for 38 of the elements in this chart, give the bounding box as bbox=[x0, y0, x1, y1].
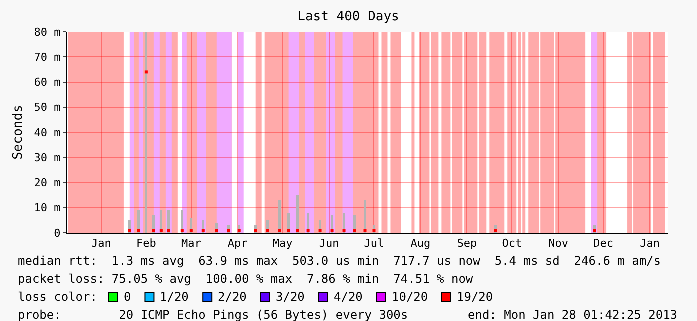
y-tick-label: 40 m bbox=[34, 126, 62, 140]
legend-label: 4/20 bbox=[334, 290, 363, 304]
text: end: Mon Jan 28 01:42:25 2013 bbox=[468, 308, 678, 321]
y-tick-label: 10 m bbox=[34, 202, 62, 215]
x-tick-label: Aug bbox=[410, 237, 431, 250]
y-tick-label: 20 m bbox=[34, 176, 62, 190]
y-axis-title: Seconds bbox=[11, 105, 26, 160]
legend-label: 19/20 bbox=[457, 290, 494, 304]
y-tick-label: 50 m bbox=[34, 101, 62, 114]
legend-label: 3/20 bbox=[276, 290, 305, 304]
legend-label: 10/20 bbox=[392, 290, 428, 304]
x-tick-label: Apr bbox=[228, 237, 248, 250]
x-tick-label: Jun bbox=[319, 237, 340, 250]
x-tick-label: Feb bbox=[136, 237, 156, 250]
y-tick-label: 70 m bbox=[34, 50, 62, 64]
x-tick-label: Jan bbox=[92, 237, 112, 250]
x-tick-label: Sep bbox=[457, 237, 478, 250]
legend-label: 1/20 bbox=[160, 290, 189, 304]
legend-label: 2/20 bbox=[218, 290, 247, 304]
bar bbox=[364, 200, 366, 233]
chart-title: Last 400 Days bbox=[298, 10, 400, 25]
x-tick-label: Oct bbox=[502, 237, 522, 250]
x-tick-label: Jul bbox=[364, 237, 384, 250]
text: packet loss: 75.05 % avg 100.00 % max 7.86 % min 74.51 % now bbox=[18, 272, 474, 286]
y-tick-label: 30 m bbox=[34, 151, 62, 164]
y-tick-label: 0 bbox=[54, 226, 61, 240]
x-tick-label: Nov bbox=[548, 237, 569, 250]
text: median rtt: 1.3 ms avg 63.9 ms max 503.0 us min 717.7 us now 5.4 ms sd 246.6 m am/s bbox=[18, 254, 661, 268]
x-tick-label: Dec bbox=[594, 237, 614, 250]
bar bbox=[296, 195, 299, 233]
x-tick-label: May bbox=[272, 237, 294, 250]
legend-title: loss color: bbox=[18, 290, 98, 304]
legend-label: 0 bbox=[124, 290, 132, 304]
x-tick-label: Jan bbox=[640, 237, 660, 250]
y-tick-label: 80 m bbox=[34, 26, 62, 39]
bar bbox=[278, 200, 281, 233]
x-tick-label: Mar bbox=[181, 237, 202, 250]
y-tick-label: 60 m bbox=[34, 76, 62, 90]
